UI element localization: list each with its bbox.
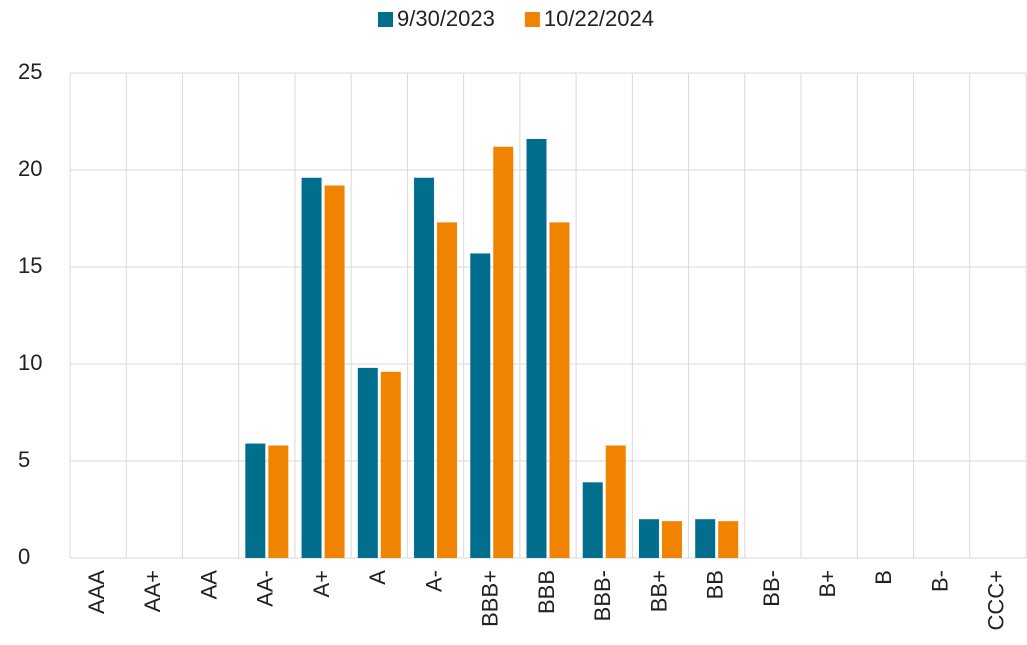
x-tick-label: BBB [534,570,559,614]
x-tick-label: BB [703,570,728,599]
x-tick-label: B [871,570,896,585]
bar [638,519,659,558]
bar [661,521,682,558]
bar [357,367,378,558]
bar [301,177,322,558]
bar [718,521,739,558]
y-tick-label: 15 [18,253,42,278]
bar [380,371,401,558]
x-tick-label: AAA [84,570,109,614]
x-tick-label: BBB- [590,570,615,621]
x-tick-label: BB+ [646,570,671,612]
bar [414,177,435,558]
x-tick-label: B+ [815,570,840,598]
bar [582,482,603,558]
x-tick-label: A- [421,570,446,592]
bar [695,519,716,558]
x-tick-label: A+ [309,570,334,598]
bar [493,146,514,558]
x-tick-label: AA- [253,570,278,607]
bar [324,185,345,558]
bar [605,445,626,558]
y-tick-label: 25 [18,59,42,84]
bar [245,443,266,558]
legend-label: 9/30/2023 [397,6,495,31]
bar [437,222,458,558]
bar [470,253,491,559]
legend-swatch [378,12,393,27]
bar [526,138,547,558]
x-tick-label: CCC+ [984,570,1009,631]
y-tick-label: 10 [18,350,42,375]
y-tick-label: 0 [18,544,30,569]
x-tick-label: B- [927,570,952,592]
x-tick-label: BB- [759,570,784,607]
y-tick-label: 20 [18,156,42,181]
legend-label: 10/22/2024 [544,6,654,31]
x-tick-label: A [365,570,390,585]
x-tick-label: AA+ [140,570,165,612]
legend-swatch [524,12,540,27]
bar [549,222,570,558]
y-tick-label: 5 [18,447,30,472]
x-tick-label: AA [196,570,221,600]
bar [268,445,289,558]
x-tick-label: BBB+ [478,570,503,627]
